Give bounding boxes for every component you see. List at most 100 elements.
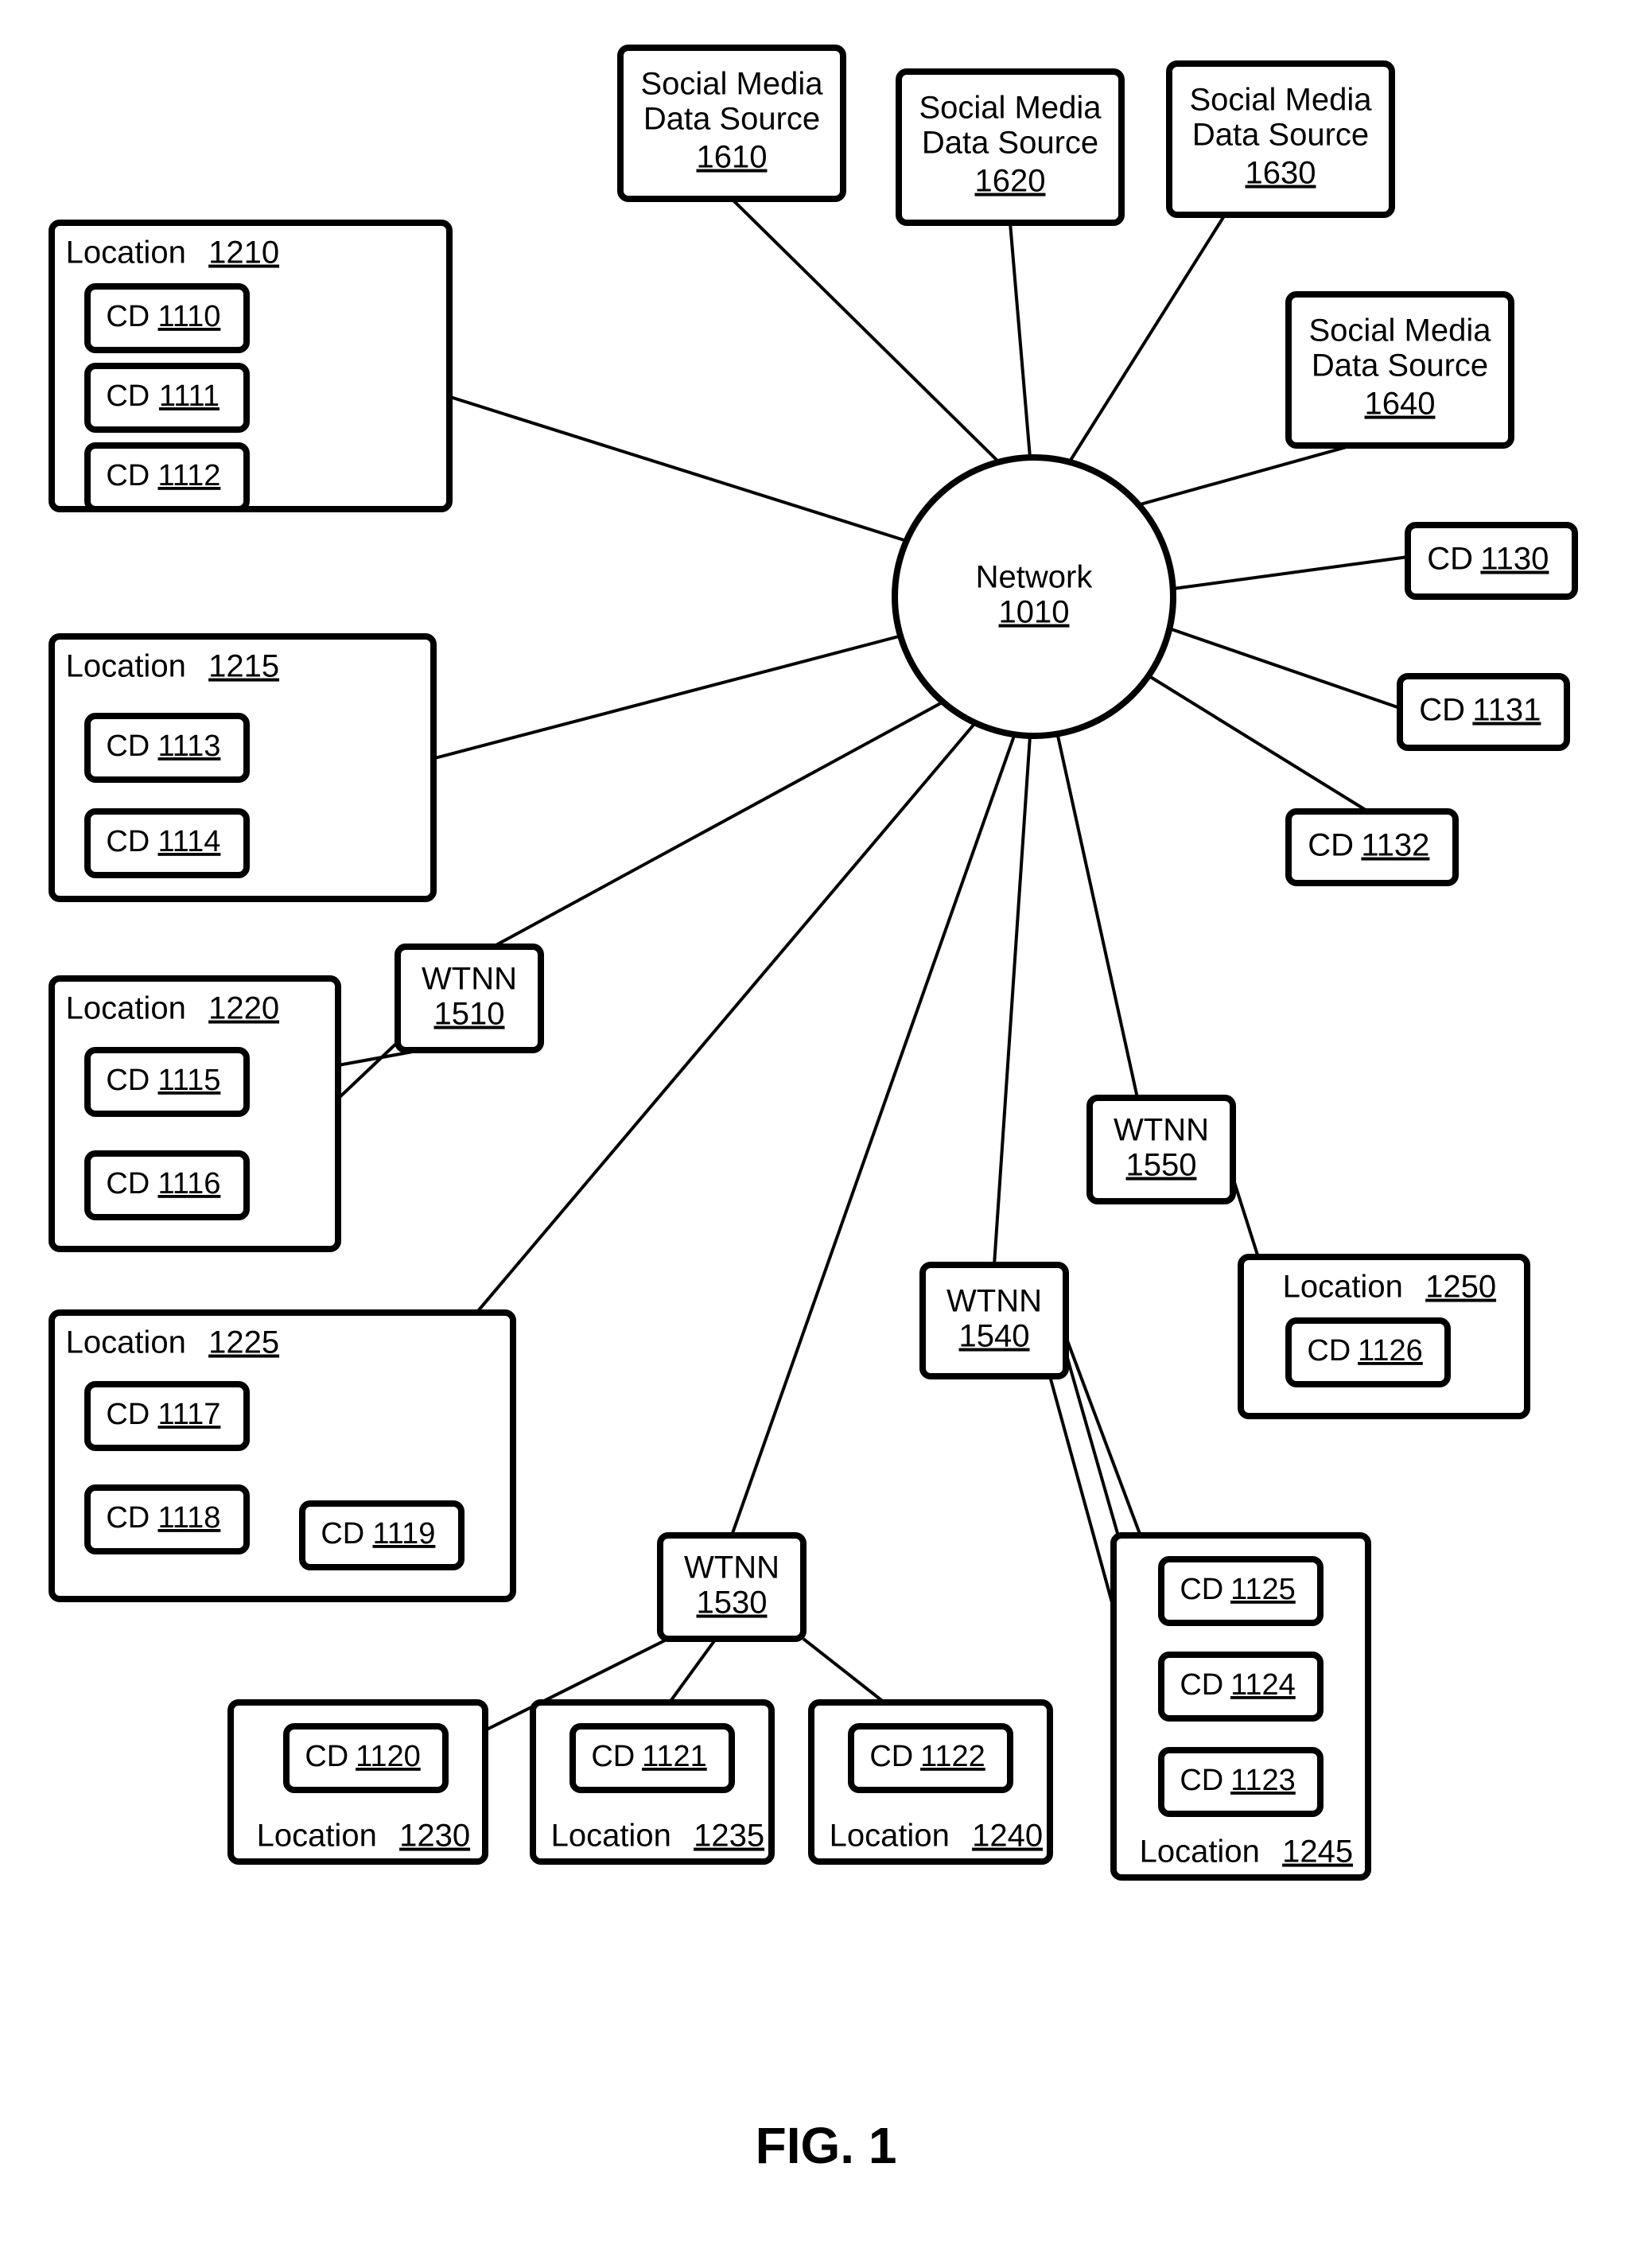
svg-text:Location: Location [66, 235, 186, 270]
cd-node: CD1119 [302, 1504, 461, 1567]
svg-text:CD: CD [106, 1064, 150, 1097]
wtnn-node: WTNN1530 [660, 1535, 803, 1639]
location-group: Location1230CD1120 [231, 1702, 485, 1862]
svg-text:1119: 1119 [372, 1517, 435, 1550]
svg-text:1245: 1245 [1282, 1835, 1353, 1870]
svg-text:Location: Location [66, 649, 186, 684]
svg-text:CD: CD [591, 1740, 635, 1773]
social-media-node: Social MediaData Source1630 [1169, 64, 1392, 215]
social-media-node: Social MediaData Source1640 [1289, 294, 1511, 445]
svg-text:1122: 1122 [920, 1740, 985, 1773]
svg-text:CD: CD [106, 825, 150, 858]
location-group: Location1215CD1113CD1114 [52, 636, 433, 899]
svg-text:WTNN: WTNN [422, 962, 517, 997]
svg-text:1126: 1126 [1358, 1334, 1423, 1368]
svg-text:CD: CD [1180, 1764, 1223, 1797]
cd-node: CD1121 [573, 1726, 732, 1790]
svg-text:1131: 1131 [1472, 693, 1541, 728]
cd-node: CD1125 [1161, 1559, 1320, 1623]
svg-text:WTNN: WTNN [1114, 1113, 1209, 1148]
svg-text:CD: CD [1307, 1334, 1351, 1368]
svg-text:1115: 1115 [157, 1064, 220, 1097]
svg-text:1250: 1250 [1425, 1270, 1496, 1305]
svg-text:CD: CD [1180, 1668, 1223, 1702]
svg-text:1235: 1235 [694, 1819, 764, 1854]
cd-node: CD1118 [87, 1488, 247, 1551]
svg-text:Location: Location [830, 1819, 950, 1854]
svg-text:1125: 1125 [1230, 1573, 1296, 1606]
svg-text:CD: CD [106, 300, 150, 333]
svg-text:1124: 1124 [1230, 1668, 1296, 1702]
svg-text:1620: 1620 [975, 164, 1046, 199]
svg-text:CD: CD [1308, 828, 1354, 863]
social-media-node: Social MediaData Source1620 [899, 72, 1121, 223]
cd-node: CD1124 [1161, 1655, 1320, 1718]
svg-text:CD: CD [106, 459, 150, 492]
svg-text:1225: 1225 [208, 1325, 279, 1360]
svg-text:1550: 1550 [1126, 1148, 1197, 1183]
location-group: Location1220CD1115CD1116 [52, 979, 338, 1249]
wtnn-node: WTNN1550 [1090, 1098, 1233, 1201]
svg-text:CD: CD [1427, 542, 1473, 577]
svg-text:Data Source: Data Source [643, 102, 820, 137]
svg-text:WTNN: WTNN [684, 1550, 779, 1586]
svg-text:1114: 1114 [157, 825, 220, 858]
svg-text:1118: 1118 [157, 1501, 220, 1535]
svg-text:1123: 1123 [1230, 1764, 1296, 1797]
cd-node: CD1116 [87, 1154, 247, 1217]
location-group: Location1210CD1110CD1111CD1112 [52, 223, 449, 509]
svg-text:1540: 1540 [959, 1319, 1030, 1354]
svg-text:CD: CD [106, 1501, 150, 1535]
svg-text:Location: Location [551, 1819, 671, 1854]
svg-text:Social Media: Social Media [1308, 313, 1491, 348]
cd-node: CD1123 [1161, 1750, 1320, 1814]
svg-text:Data Source: Data Source [1312, 348, 1488, 383]
svg-text:1630: 1630 [1246, 156, 1316, 191]
social-media-node: Social MediaData Source1610 [620, 48, 843, 199]
svg-text:Location: Location [66, 1325, 186, 1360]
svg-text:1220: 1220 [208, 991, 279, 1026]
location-group: Location 1240 CD1122 [811, 1702, 1050, 1862]
svg-text:CD: CD [869, 1740, 913, 1773]
svg-text:CD: CD [1419, 693, 1465, 728]
svg-text:1130: 1130 [1480, 542, 1549, 577]
cd-node: CD1122 [851, 1726, 1010, 1790]
location-group: Location 1235 CD1121 [533, 1702, 772, 1862]
svg-text:1510: 1510 [434, 997, 505, 1032]
nodes-layer: Network1010Social MediaData Source1610So… [52, 48, 1575, 1877]
cd-node: CD1132 [1289, 811, 1456, 883]
svg-text:CD: CD [106, 1398, 150, 1431]
svg-text:1215: 1215 [208, 649, 279, 684]
wtnn-node: WTNN1540 [923, 1265, 1066, 1376]
svg-text:Social Media: Social Media [1189, 83, 1372, 118]
svg-text:1112: 1112 [157, 459, 220, 492]
cd-node: CD1113 [87, 716, 247, 780]
cd-node: CD1131 [1400, 676, 1567, 748]
svg-text:CD: CD [305, 1740, 348, 1773]
svg-text:1111: 1111 [159, 379, 220, 413]
svg-text:1530: 1530 [697, 1586, 768, 1621]
svg-text:1120: 1120 [356, 1740, 421, 1773]
svg-text:Data Source: Data Source [922, 126, 1098, 161]
svg-text:Data Source: Data Source [1192, 118, 1369, 153]
svg-text:1210: 1210 [208, 235, 279, 270]
svg-text:1610: 1610 [697, 140, 768, 175]
svg-text:Social Media: Social Media [640, 67, 823, 102]
svg-text:Location: Location [1140, 1835, 1260, 1870]
svg-text:CD: CD [1180, 1573, 1223, 1606]
svg-text:CD: CD [106, 1167, 150, 1200]
cd-node: CD1120 [286, 1726, 445, 1790]
svg-text:Location: Location [1283, 1270, 1403, 1305]
svg-text:1113: 1113 [157, 730, 220, 763]
cd-node: CD1114 [87, 811, 247, 875]
svg-text:CD: CD [106, 379, 150, 413]
cd-node: CD1117 [87, 1384, 247, 1448]
svg-text:1240: 1240 [972, 1819, 1043, 1854]
wtnn-node: WTNN1510 [398, 947, 541, 1050]
cd-node: CD1126 [1289, 1321, 1448, 1384]
svg-text:1132: 1132 [1361, 828, 1429, 863]
svg-text:CD: CD [106, 730, 150, 763]
svg-text:1121: 1121 [642, 1740, 707, 1773]
cd-node: CD1110 [87, 286, 247, 350]
cd-node: CD1130 [1408, 525, 1575, 597]
